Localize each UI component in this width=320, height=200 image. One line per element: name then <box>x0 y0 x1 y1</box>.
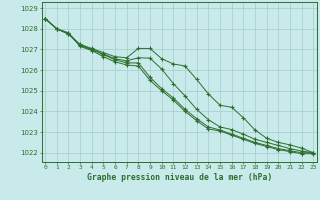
X-axis label: Graphe pression niveau de la mer (hPa): Graphe pression niveau de la mer (hPa) <box>87 173 272 182</box>
